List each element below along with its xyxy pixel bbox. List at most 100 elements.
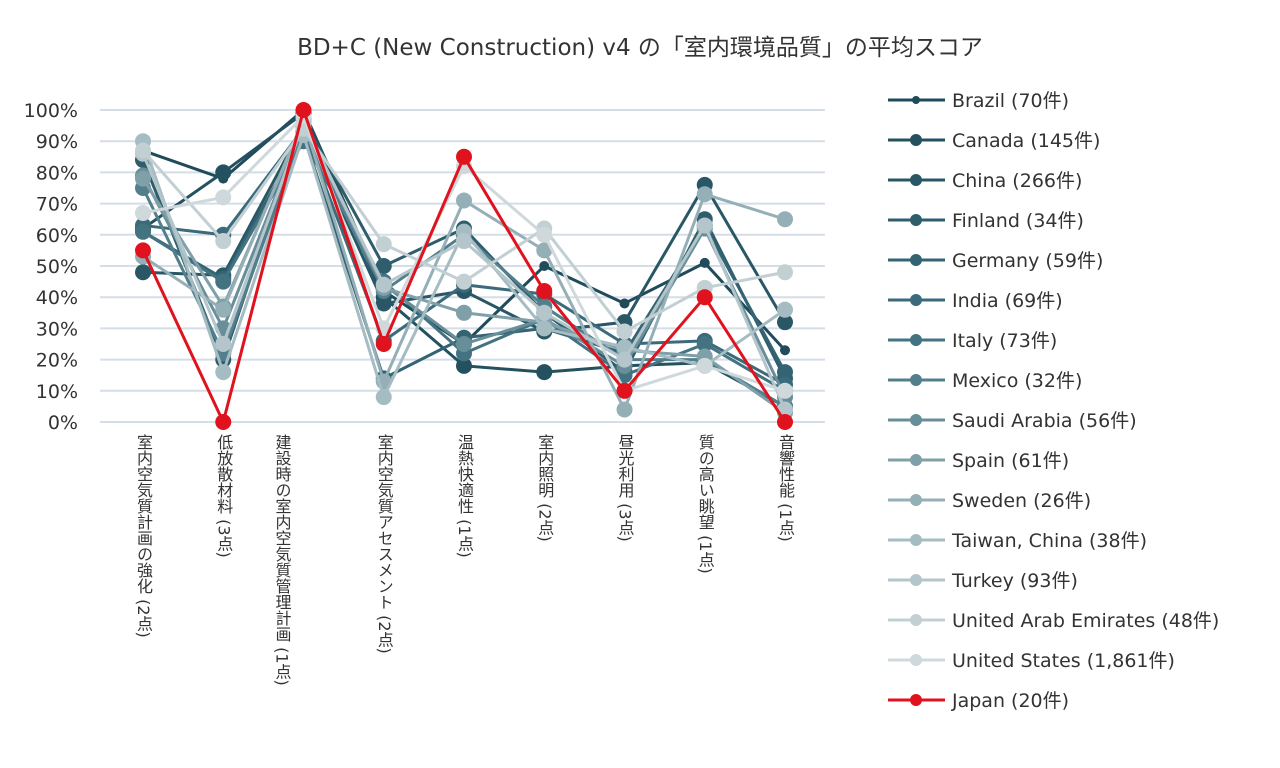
legend-marker (910, 414, 922, 426)
legend-marker (910, 214, 922, 226)
data-point (135, 242, 151, 259)
legend-label: China (266件) (952, 170, 1082, 192)
legend-marker (910, 614, 922, 626)
data-point (135, 204, 151, 221)
data-point (616, 323, 633, 340)
data-point (215, 273, 232, 290)
x-tick-label: 建設時の室内空気質管理計画 (1点) (272, 434, 292, 686)
x-tick-label: 室内空気質アセスメント (2点) (374, 434, 394, 654)
legend-label: United States (1,861件) (952, 650, 1175, 672)
data-point (456, 273, 472, 290)
x-tick-label: 室内照明 (2点) (535, 434, 555, 542)
legend-marker (910, 254, 922, 266)
data-point (295, 102, 312, 118)
legend-marker (910, 174, 922, 186)
x-tick-label: 昼光利用 (3点) (615, 434, 635, 542)
y-tick-label: 50% (36, 256, 78, 278)
data-point (616, 351, 633, 368)
legend-label: Japan (20件) (951, 690, 1069, 712)
legend-label: Turkey (93件) (951, 570, 1078, 592)
legend-label: Sweden (26件) (952, 490, 1091, 512)
chart-title: BD+C (New Construction) v4 の「室内環境品質」の平均ス… (297, 35, 983, 61)
data-point (696, 336, 713, 352)
data-point (215, 414, 232, 430)
y-tick-label: 10% (36, 381, 78, 403)
data-point (777, 382, 793, 399)
data-point (215, 364, 232, 381)
data-point (777, 364, 793, 381)
data-point (696, 357, 713, 374)
data-point (536, 242, 553, 259)
data-point (536, 364, 553, 381)
data-point (536, 320, 553, 337)
data-point (539, 261, 550, 271)
legend-label: Finland (34件) (952, 210, 1084, 232)
data-point (456, 192, 472, 209)
data-point (696, 186, 713, 203)
y-tick-label: 60% (36, 225, 78, 247)
legend-marker (912, 96, 920, 104)
data-point (696, 289, 713, 306)
data-point (777, 314, 793, 331)
data-point (375, 389, 392, 406)
x-tick-label: 温熱快適性 (1点) (455, 434, 474, 558)
data-point (215, 189, 232, 206)
legend-label: Mexico (32件) (952, 370, 1082, 392)
data-point (375, 295, 392, 312)
legend-marker (910, 334, 922, 346)
data-point (375, 336, 392, 352)
legend-marker (910, 454, 922, 466)
legend-label: Germany (59件) (952, 250, 1103, 272)
data-point (456, 304, 472, 321)
legend-marker (910, 294, 922, 306)
data-point (135, 264, 151, 281)
legend-label: Canada (145件) (952, 130, 1100, 152)
y-tick-label: 0% (48, 412, 78, 434)
data-point (536, 304, 553, 321)
data-point (619, 298, 630, 309)
data-point (456, 336, 472, 352)
x-tick-label: 室内空気質計画の強化 (2点) (134, 434, 153, 638)
data-point (616, 382, 633, 399)
legend-marker (910, 654, 922, 666)
data-point (777, 211, 793, 228)
legend-marker (910, 374, 922, 386)
legend-marker (910, 494, 922, 506)
legend-marker (910, 534, 922, 546)
y-tick-label: 90% (36, 131, 78, 153)
data-point (456, 148, 472, 165)
data-point (696, 217, 713, 234)
legend-label: Saudi Arabia (56件) (952, 410, 1137, 432)
legend-marker (910, 574, 922, 586)
data-point (536, 226, 553, 243)
legend-label: India (69件) (952, 290, 1063, 312)
data-point (135, 170, 151, 187)
y-tick-label: 80% (36, 162, 78, 184)
data-point (375, 276, 392, 293)
x-tick-label: 低放散材料 (3点) (214, 434, 234, 558)
data-point (215, 164, 232, 181)
y-tick-label: 40% (36, 287, 78, 309)
data-point (536, 282, 553, 299)
data-point (215, 233, 232, 250)
data-point (777, 301, 793, 318)
data-point (616, 401, 633, 418)
y-tick-label: 100% (24, 100, 78, 122)
data-point (456, 357, 472, 374)
legend-label: Italy (73件) (952, 330, 1057, 352)
x-tick-label: 音響性能 (1点) (776, 434, 795, 542)
data-point (375, 258, 392, 274)
data-point (215, 336, 232, 352)
data-point (456, 233, 472, 250)
y-tick-label: 20% (36, 350, 78, 372)
legend-marker (910, 134, 922, 146)
x-tick-label: 質の高い眺望 (1点) (695, 434, 715, 574)
data-point (375, 236, 392, 253)
data-point (780, 345, 790, 356)
y-tick-label: 30% (36, 318, 78, 340)
data-point (699, 257, 710, 268)
data-point (215, 301, 232, 318)
legend-label: United Arab Emirates (48件) (952, 610, 1219, 632)
data-point (135, 223, 151, 240)
